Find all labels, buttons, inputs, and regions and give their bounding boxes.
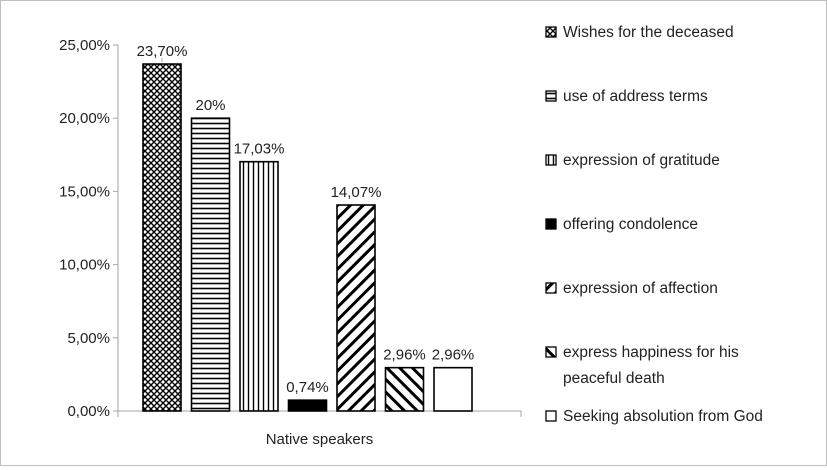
y-tick-label: 5,00%: [67, 330, 110, 347]
data-labels: 23,70% 20% 17,03% 0,74% 14,07% 2,96% 2,96%: [137, 43, 475, 396]
bar-5: [336, 204, 376, 412]
data-label-4: 0,74%: [286, 379, 329, 396]
legend-label-2: use of address terms: [563, 88, 708, 105]
bar-7: [433, 366, 473, 412]
legend-swatch-5: [545, 282, 557, 294]
legend-label-6: peaceful death: [563, 370, 665, 387]
legend-label-3: expression of gratitude: [563, 152, 720, 169]
legend: Wishes for the deceased use of address te…: [545, 24, 763, 425]
data-label-7: 2,96%: [432, 347, 475, 364]
bars: [142, 63, 473, 412]
data-label-1: 23,70%: [137, 43, 188, 60]
x-axis: Native speakers: [266, 431, 374, 448]
y-axis: 0,00% 5,00% 10,00% 15,00% 20,00% 25,00%: [59, 37, 522, 420]
legend-label-4: offering condolence: [563, 216, 698, 233]
bar-3: [239, 160, 279, 412]
legend-swatch-6: [545, 346, 557, 358]
y-tick-label: 25,00%: [59, 37, 110, 54]
bar-2: [190, 117, 231, 412]
legend-label-7: Seeking absolution from God: [563, 408, 763, 425]
data-label-5: 14,07%: [331, 184, 382, 201]
legend-swatch-2: [545, 90, 557, 102]
y-tick-label: 10,00%: [59, 257, 110, 274]
bar-1: [142, 63, 182, 412]
legend-swatch-7: [545, 410, 557, 422]
bar-6: [384, 366, 425, 412]
bar-4: [287, 399, 328, 412]
legend-label-1: Wishes for the deceased: [563, 24, 734, 41]
y-tick-label: 20,00%: [59, 110, 110, 127]
data-label-6: 2,96%: [383, 347, 426, 364]
y-tick-label: 15,00%: [59, 183, 110, 200]
data-label-3: 17,03%: [234, 141, 285, 158]
legend-label-6: express happiness for his: [563, 344, 739, 361]
legend-label-5: expression of affection: [563, 280, 718, 297]
legend-swatch-1: [545, 26, 557, 38]
legend-swatch-4: [545, 218, 557, 230]
data-label-2: 20%: [195, 97, 225, 114]
category-label-native-speakers: Native speakers: [266, 431, 374, 448]
legend-swatch-3: [545, 154, 557, 166]
y-tick-label: 0,00%: [67, 403, 110, 420]
